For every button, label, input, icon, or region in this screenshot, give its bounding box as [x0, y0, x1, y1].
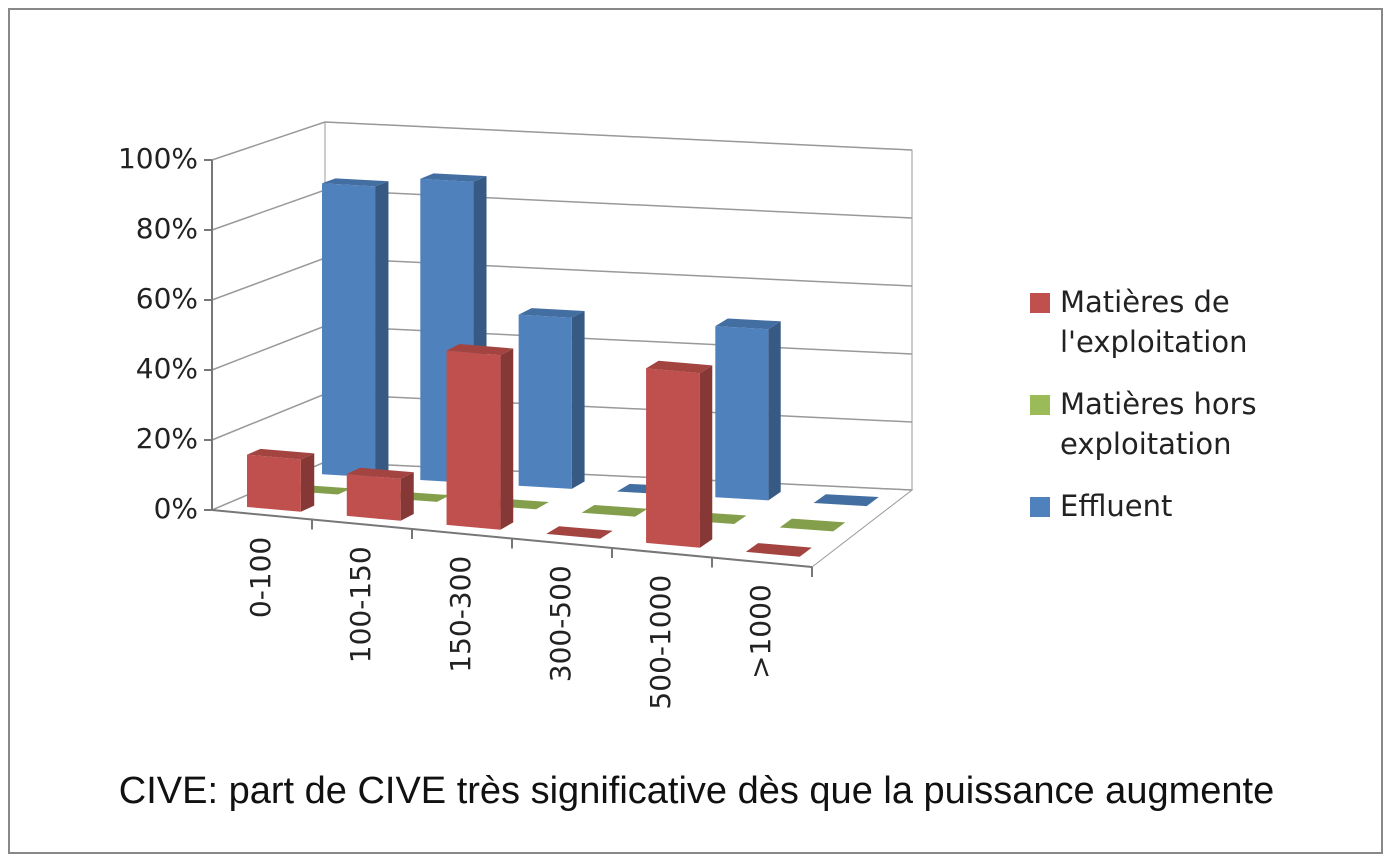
bar-front [247, 454, 301, 512]
bar-top [346, 467, 414, 479]
bar-top [646, 360, 713, 374]
bar-top [546, 526, 613, 539]
x-tick-label: 500-1000 [644, 575, 677, 710]
bar-top [247, 448, 315, 460]
bar-top [581, 505, 648, 517]
bar [813, 494, 879, 507]
bar-top [420, 173, 487, 182]
bar-top [518, 308, 585, 318]
x-tick-label: >1000 [744, 584, 777, 679]
bar-side [768, 321, 781, 501]
y-tick-label: 80% [136, 212, 198, 245]
grid-line [211, 257, 913, 301]
legend-swatch [1030, 497, 1050, 517]
bar [581, 505, 648, 517]
legend-item: Effluent [1030, 486, 1360, 526]
bar-side [400, 472, 414, 521]
bar-top [745, 543, 812, 557]
y-tick-label: 40% [136, 352, 198, 385]
x-tick-label: 300-500 [544, 565, 577, 682]
x-tick-label: 0-100 [244, 537, 277, 618]
caption: CIVE: part de CIVE très significative dè… [118, 770, 1275, 812]
bar [646, 360, 713, 548]
legend-item: Matières de l'exploitation [1030, 282, 1360, 362]
bar [715, 318, 781, 501]
bar-side [300, 453, 315, 512]
bar [779, 518, 846, 532]
bar-top [446, 343, 514, 356]
bar-front [715, 326, 769, 501]
legend-item: Matières hors exploitation [1030, 384, 1360, 464]
grid-line [211, 121, 913, 161]
bar [247, 448, 315, 512]
legend-label: Effluent [1060, 489, 1173, 523]
x-tick-label: 100-150 [344, 546, 377, 663]
bar-side [571, 310, 585, 489]
bar [546, 526, 613, 539]
bar-front [346, 474, 401, 521]
bar-side [699, 365, 713, 548]
legend-swatch [1030, 395, 1050, 415]
bar [745, 543, 812, 557]
y-tick-label: 0% [154, 492, 198, 525]
bar-top [779, 518, 846, 532]
bar [346, 467, 414, 521]
back-wall [324, 121, 913, 491]
bar-front [322, 183, 376, 478]
legend: Matières de l'exploitation Matières hors … [1030, 282, 1360, 548]
bar [518, 308, 585, 489]
bar-top [322, 178, 389, 187]
frame [8, 8, 1383, 854]
bar-front [518, 314, 572, 489]
y-tick-label: 20% [136, 422, 198, 455]
x-tick-label: 150-300 [444, 556, 477, 673]
grid-line [211, 189, 913, 231]
legend-label: Matières de l'exploitation [1060, 285, 1248, 359]
bar-top [715, 318, 781, 330]
y-tick-label: 100% [118, 142, 198, 175]
y-tick-label: 60% [136, 282, 198, 315]
bar-top [813, 494, 879, 507]
bar [322, 178, 389, 478]
legend-label: Matières hors exploitation [1060, 387, 1257, 461]
bar-side [375, 181, 389, 478]
bar-front [446, 350, 501, 530]
legend-swatch [1030, 293, 1050, 313]
bar-front [646, 368, 700, 548]
bar [446, 343, 514, 530]
bar-side [500, 348, 514, 530]
